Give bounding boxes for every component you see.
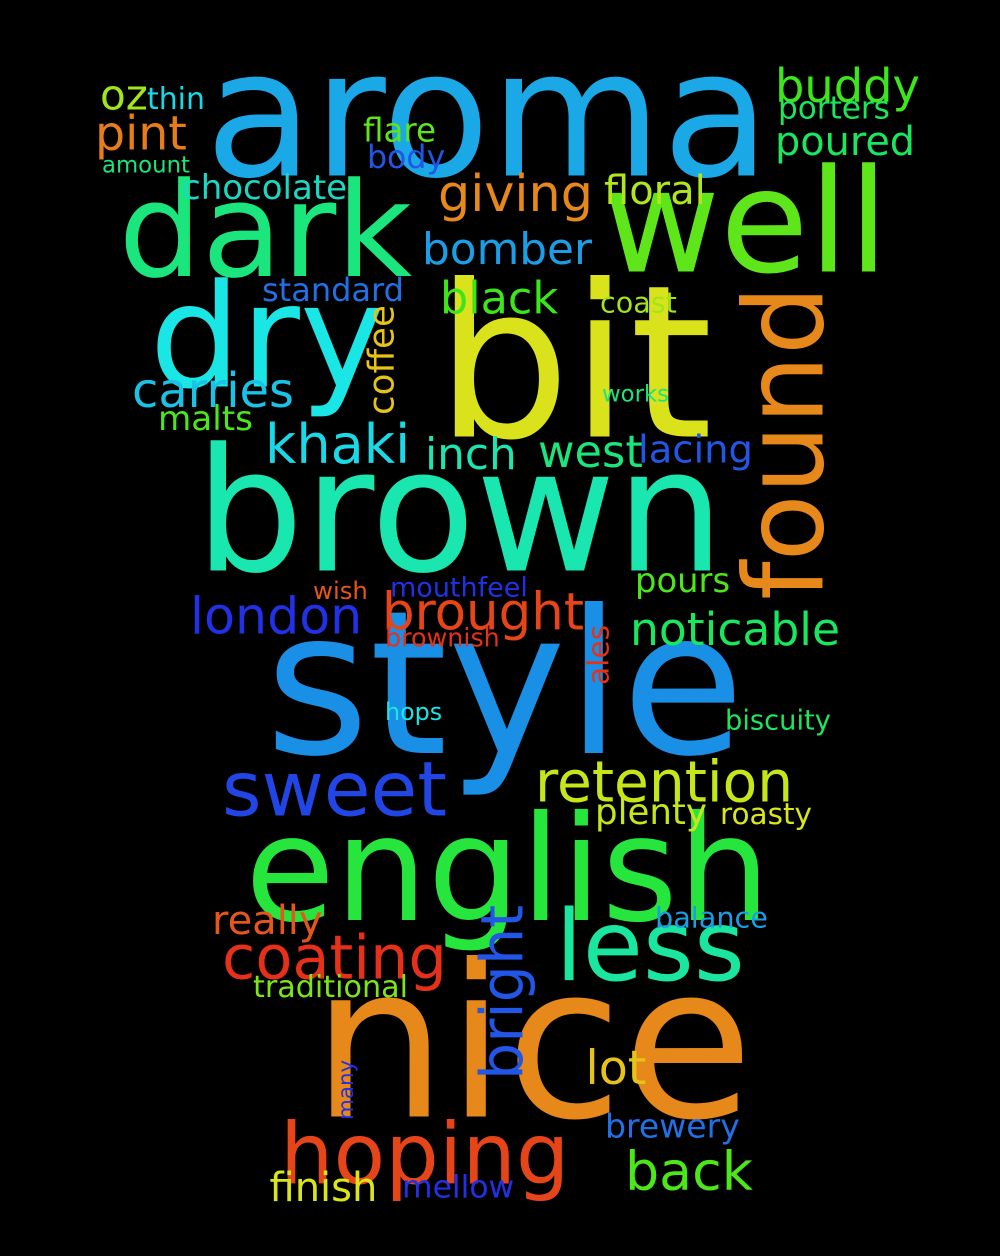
word-brought: brought	[382, 582, 584, 643]
word-porters: porters	[778, 90, 890, 127]
word-many: many	[334, 1059, 359, 1120]
word-dry: dry	[149, 253, 386, 421]
word-retention: retention	[535, 749, 794, 816]
word-lacing: lacing	[638, 427, 753, 473]
word-dark: dark	[118, 154, 413, 307]
word-pint: pint	[95, 106, 187, 162]
word-west: west	[538, 426, 643, 478]
word-pours: pours	[635, 561, 731, 600]
word-wish: wish	[313, 576, 368, 605]
word-balance: balance	[655, 900, 768, 935]
word-traditional: traditional	[253, 970, 409, 1005]
word-bright: bright	[468, 904, 537, 1080]
word-nice: nice	[312, 920, 754, 1168]
word-flare: flare	[363, 111, 437, 150]
word-style: style	[265, 568, 745, 801]
word-hops: hops	[385, 698, 443, 726]
word-well: well	[602, 138, 889, 306]
word-london: london	[190, 586, 363, 646]
word-brewery: brewery	[605, 1106, 740, 1146]
word-black: black	[440, 273, 559, 325]
word-biscuity: biscuity	[725, 705, 831, 737]
word-plenty: plenty	[595, 792, 707, 833]
word-works: works	[602, 381, 670, 408]
word-giving: giving	[438, 164, 593, 223]
word-english: english	[245, 785, 771, 955]
word-poured: poured	[775, 119, 916, 165]
word-aroma: aroma	[205, 11, 771, 218]
word-ales: ales	[581, 625, 616, 685]
word-bit: bit	[435, 240, 713, 488]
word-malts: malts	[158, 399, 253, 439]
word-brownish: brownish	[385, 622, 500, 653]
word-brown: brown	[195, 412, 725, 612]
word-roasty: roasty	[720, 797, 813, 831]
word-sweet: sweet	[222, 744, 448, 834]
word-finish: finish	[269, 1165, 378, 1211]
word-back: back	[625, 1139, 753, 1203]
word-mellow: mellow	[402, 1169, 515, 1206]
word-thin: thin	[147, 82, 205, 117]
word-really: really	[212, 898, 323, 944]
word-buddy: buddy	[775, 59, 920, 113]
word-coast: coast	[600, 285, 677, 320]
word-mouthfeel: mouthfeel	[390, 572, 528, 604]
word-coffee: coffee	[361, 305, 403, 415]
word-carries: carries	[132, 364, 294, 419]
word-less: less	[555, 890, 745, 1004]
word-oz: oz	[100, 70, 148, 120]
word-amount: amount	[102, 152, 190, 179]
word-khaki: khaki	[265, 413, 411, 476]
word-lot: lot	[585, 1041, 647, 1096]
word-standard: standard	[262, 271, 404, 309]
word-body: body	[367, 140, 446, 176]
word-inch: inch	[425, 429, 517, 480]
word-floral: floral	[604, 168, 706, 214]
word-bomber: bomber	[422, 224, 593, 275]
word-hoping: hoping	[280, 1105, 570, 1204]
word-noticable: noticable	[630, 603, 841, 656]
word-coating: coating	[222, 923, 447, 994]
word-chocolate: chocolate	[182, 168, 348, 208]
